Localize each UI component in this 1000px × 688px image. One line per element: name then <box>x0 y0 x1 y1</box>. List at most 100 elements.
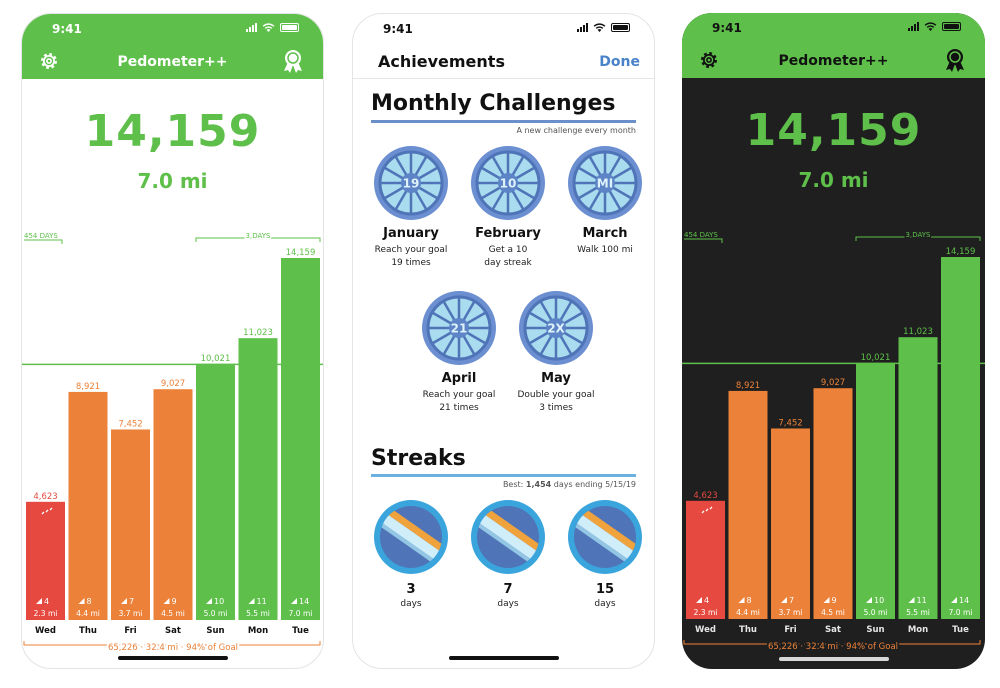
streak-badge[interactable]: 7 days <box>463 498 553 609</box>
monthly-challenge-badge[interactable]: 19 January Reach your goal 19 times <box>366 144 456 270</box>
bar-sun[interactable] <box>196 363 235 620</box>
stairs-icon <box>36 598 42 604</box>
bar-value-label: 14,159 <box>946 247 976 257</box>
header-bar: 9:41 Pedometer++ <box>682 13 985 78</box>
stairs-icon <box>291 598 297 604</box>
floors-count: 10 <box>214 597 224 606</box>
streak-days-unit: days <box>497 599 519 609</box>
streak-badge[interactable]: 15 days <box>560 498 650 609</box>
day-label: Mon <box>908 625 928 635</box>
nav-bar: Pedometer++ <box>682 41 985 78</box>
wifi-icon <box>593 23 606 32</box>
bar-tue[interactable] <box>281 258 320 620</box>
bar-wed[interactable] <box>686 500 725 619</box>
streak-bracket-right <box>195 237 321 242</box>
bar-distance: 2.3 mi <box>694 608 718 617</box>
bar-wed[interactable] <box>26 501 65 620</box>
award-ribbon-icon[interactable] <box>943 47 967 73</box>
floors-count: 4 <box>44 597 49 606</box>
week-summary: 65,226 · 32.4 mi · 94% of Goal <box>108 643 238 653</box>
monthly-challenge-badge[interactable]: 21 April Reach your goal 21 times <box>414 289 504 415</box>
bar-fri[interactable] <box>111 429 150 620</box>
challenge-description: Double your goal 3 times <box>517 390 595 413</box>
status-icons <box>246 23 299 32</box>
bar-sat[interactable] <box>153 389 193 620</box>
monthly-challenge-badge[interactable]: 10 February Get a 10 day streak <box>463 144 553 270</box>
badge-center-label: 10 <box>500 177 517 191</box>
wheel-badge-icon: 19 <box>374 146 448 220</box>
status-icons <box>908 22 961 31</box>
award-ribbon-icon[interactable] <box>281 48 305 74</box>
battery-icon <box>942 22 961 31</box>
bar-value-label: 10,021 <box>201 354 231 364</box>
bar-distance: 2.3 mi <box>34 609 58 618</box>
badge-center-label: MI <box>597 177 613 191</box>
day-label: Tue <box>292 626 309 636</box>
day-label: Sat <box>825 625 841 635</box>
floors-count: 11 <box>917 596 927 605</box>
done-button[interactable]: Done <box>599 54 640 70</box>
home-indicator[interactable] <box>778 657 889 661</box>
floors-count: 11 <box>257 597 267 606</box>
best-streak: Best: 1,454 days ending 5/15/19 <box>502 480 636 489</box>
partial-day-marks <box>701 506 713 514</box>
bar-mon[interactable] <box>238 338 278 620</box>
bar-value-label: 8,921 <box>736 381 760 391</box>
badge-center-label: 21 <box>451 322 468 336</box>
battery-icon <box>611 23 630 32</box>
gear-icon[interactable] <box>38 50 60 72</box>
challenge-month: February <box>475 226 541 241</box>
bar-distance: 4.4 mi <box>76 609 100 618</box>
streak-badge[interactable]: 3 days <box>366 498 456 609</box>
floors-count: 8 <box>87 597 92 606</box>
app-title: Pedometer++ <box>778 53 889 69</box>
challenge-description: Get a 10 day streak <box>484 245 532 268</box>
stairs-icon <box>908 597 915 603</box>
day-label: Fri <box>784 625 796 635</box>
stairs-icon <box>248 598 255 604</box>
day-label: Sat <box>165 626 181 636</box>
bar-fri[interactable] <box>771 428 810 619</box>
streak-bracket-right <box>855 236 981 241</box>
monthly-challenge-badge[interactable]: 2X May Double your goal 3 times <box>511 289 601 415</box>
wifi-icon <box>924 22 937 31</box>
day-label: Sun <box>206 626 224 636</box>
section-rule <box>371 474 636 477</box>
bar-value-label: 10,021 <box>861 353 891 363</box>
streak-bracket-left <box>684 238 723 243</box>
cellular-signal-icon <box>577 23 588 32</box>
status-time: 9:41 <box>52 22 82 36</box>
challenge-description: Walk 100 mi <box>577 245 633 255</box>
home-indicator[interactable] <box>117 656 228 660</box>
bar-value-label: 7,452 <box>778 418 802 428</box>
challenge-month: May <box>541 371 571 386</box>
monthly-challenge-badge[interactable]: MI March Walk 100 mi <box>560 144 650 257</box>
bar-sun[interactable] <box>856 362 895 619</box>
floors-count: 14 <box>959 596 969 605</box>
streak-label-right: 3 DAYS <box>246 232 271 240</box>
streak-bracket-left <box>24 239 63 244</box>
cellular-signal-icon <box>908 22 919 31</box>
bar-sat[interactable] <box>813 388 853 619</box>
bar-value-label: 11,023 <box>243 328 273 338</box>
stairs-icon <box>163 598 170 604</box>
bar-value-label: 7,452 <box>118 419 142 429</box>
bar-tue[interactable] <box>941 257 980 619</box>
status-bar: 9:41 <box>22 14 323 42</box>
bar-chart-svg: 454 DAYS 3 DAYS 4,623 4 2.3 mi Wed 8,921 8 4.4 m… <box>682 230 985 654</box>
bar-value-label: 4,623 <box>33 492 57 502</box>
bar-mon[interactable] <box>898 337 938 619</box>
day-label: Wed <box>35 626 56 636</box>
nav-bar: Pedometer++ <box>22 42 323 79</box>
gear-icon[interactable] <box>698 49 720 71</box>
bar-distance: 3.7 mi <box>119 609 143 618</box>
bar-thu[interactable] <box>68 391 108 620</box>
home-indicator[interactable] <box>448 656 559 660</box>
status-bar: 9:41 <box>682 13 985 41</box>
streak-badge-icon <box>470 500 547 574</box>
header-bar: 9:41 Pedometer++ <box>22 14 323 79</box>
wifi-icon <box>262 23 275 32</box>
stairs-icon <box>951 597 957 603</box>
bar-value-label: 14,159 <box>286 248 316 258</box>
bar-thu[interactable] <box>728 390 768 619</box>
